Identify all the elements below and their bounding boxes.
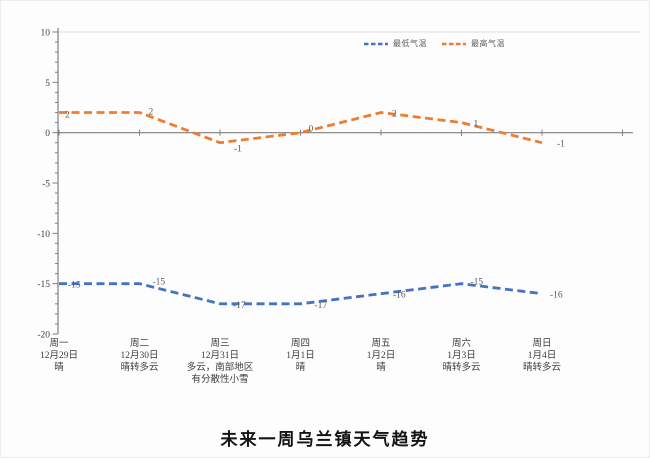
x-category-label: 周二 12月30日晴转多云 (120, 338, 158, 373)
data-label: 2 (65, 111, 70, 121)
data-label: -1 (234, 145, 242, 155)
legend-item-low-temp: 最低气温 (363, 38, 427, 49)
data-label: 1 (474, 120, 479, 130)
dashed-line-low-icon (364, 42, 388, 45)
data-label: -16 (550, 291, 563, 301)
data-label: -17 (315, 301, 328, 311)
data-label: -1 (557, 140, 565, 150)
data-label: 0 (309, 125, 314, 135)
x-category-label: 周三 12月31日多云，南部地区有分散性小雪 (187, 338, 254, 385)
series-line-low-temp (59, 282, 543, 306)
legend-label-high-temp: 最高气温 (471, 39, 505, 48)
data-label: -17 (233, 301, 246, 311)
data-label: -15 (68, 281, 81, 291)
y-tick-label: -15 (37, 280, 50, 290)
x-category-label: 周一 12月29日晴 (40, 338, 78, 373)
x-category-label: 周五 1月2日晴 (367, 338, 396, 373)
data-label: 2 (392, 110, 397, 120)
y-tick-label: 0 (45, 129, 50, 139)
y-tick-label: -10 (37, 230, 50, 240)
chart-legend: 最低气温 最高气温 (363, 38, 505, 49)
y-tick-label: 10 (41, 29, 51, 39)
y-tick-label: -20 (37, 331, 50, 341)
data-label: 2 (149, 108, 154, 118)
x-category-label: 周日 1月4日晴转多云 (523, 338, 561, 373)
legend-item-high-temp: 最高气温 (441, 38, 505, 49)
series-line-high-temp (59, 111, 543, 145)
y-tick-label: -5 (42, 180, 50, 190)
y-tick-label: 5 (45, 79, 50, 89)
chart-title: 未来一周乌兰镇天气趋势 (220, 430, 430, 449)
data-label: -16 (393, 291, 406, 301)
legend-label-low-temp: 最低气温 (393, 39, 427, 48)
dashed-line-high-icon (442, 42, 466, 45)
x-category-label: 周六 1月3日晴转多云 (442, 337, 480, 373)
data-label: -15 (153, 278, 166, 288)
data-label: -15 (471, 278, 484, 288)
x-category-label: 周四 1月1日晴 (286, 338, 315, 373)
